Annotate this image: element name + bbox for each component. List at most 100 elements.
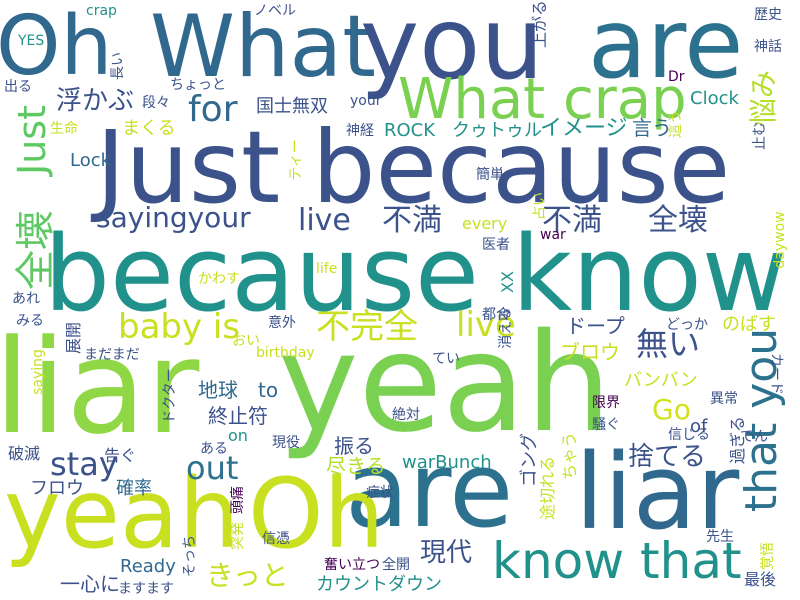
word-every: every (462, 214, 508, 233)
word-sawagu: 騒ぐ (592, 417, 620, 433)
word-nai: 無い (636, 325, 701, 363)
word-yes: YES (18, 33, 45, 49)
word-makuru: まくる (122, 118, 176, 139)
word-birthday: birthday (256, 345, 315, 361)
word-zenkai-left: 全壊 (13, 210, 59, 290)
word-masumasu: ますます (118, 581, 174, 597)
word-shinpyou: 信憑 (262, 531, 290, 547)
word-shoujou: 症状 (366, 485, 394, 501)
word-shuushifu: 終止符 (208, 404, 268, 428)
word-know-that: know that (492, 532, 742, 590)
word-ijou: 異常 (710, 391, 738, 407)
word-of: of (690, 416, 708, 437)
word-tenkai: 展開 (64, 321, 83, 355)
word-sayingyour: sayingyour (96, 201, 251, 234)
word-furou: フロウ (30, 478, 84, 499)
word-rock: ROCK (384, 120, 436, 141)
word-blow: ブロウ (560, 340, 620, 364)
word-togireru: 途切れる (538, 455, 557, 521)
word-warbunch: warBunch (402, 452, 492, 473)
word-are-top: are (588, 0, 744, 100)
word-clock: Clock (690, 88, 739, 109)
word-dr: Dr (668, 69, 685, 85)
word-ready: Ready (120, 556, 176, 577)
word-out: out (186, 449, 239, 487)
word-miru: みる (16, 313, 44, 329)
word-shinkei: 神経 (346, 123, 374, 139)
word-saying-small: saying (30, 349, 46, 395)
word-what-crap: What crap (398, 67, 687, 132)
word-live-2: live (456, 305, 516, 345)
word-baby-is: baby is (118, 307, 241, 347)
word-kitto: きっと (206, 559, 289, 592)
word-hametsu: 破滅 (8, 444, 41, 463)
word-are-bottom: are (345, 429, 514, 551)
word-countdown: カウントダウン (316, 574, 442, 595)
word-chotto: ちょっと (170, 77, 226, 93)
word-isha: 医者 (482, 237, 510, 253)
word-novel: ノベル (254, 3, 296, 19)
word-kawasu: かわす (198, 271, 240, 287)
word-uranai: 占い (532, 192, 548, 220)
word-tsugu: 告ぐ (104, 446, 137, 465)
word-zenkai-right: 全壊 (648, 203, 708, 238)
word-toppatsu: 突発 (230, 522, 246, 550)
word-kantan: 簡単 (476, 167, 504, 183)
word-war: war (540, 227, 566, 243)
word-doop: ドープ (566, 314, 625, 338)
word-go: Go (652, 393, 691, 426)
word-xx: XX (498, 271, 517, 293)
word-what-top: What (150, 0, 376, 97)
word-chau: ちゃう (560, 431, 579, 481)
word-image: イメージ (540, 116, 628, 141)
word-rekishi: 歴史 (754, 7, 782, 23)
word-crap-small: crap (86, 3, 117, 19)
word-cthulhu: クゥトゥル (452, 120, 542, 141)
word-kakuritsu: 確率 (116, 478, 152, 499)
word-fuman-1: 不満 (382, 203, 442, 238)
word-nobasu: のばす (722, 314, 776, 335)
word-doctor: ドクター (162, 368, 178, 424)
word-life: life (316, 261, 338, 277)
word-isshin: 一心に (60, 572, 120, 596)
word-sensei: 先生 (706, 529, 734, 545)
word-are-jp: あれ (12, 291, 40, 307)
word-zettai: 絶対 (392, 407, 420, 423)
word-shinjiru: 信じる (668, 427, 710, 443)
word-zutsuu: 頭痛 (230, 486, 246, 514)
word-hau: 這う (668, 110, 684, 138)
word-tomu: 止む (752, 122, 768, 150)
word-banban: バンバン (624, 370, 698, 391)
word-liar-right: liar (575, 431, 740, 553)
word-gendai: 現代 (420, 538, 473, 568)
word-card: カード (768, 353, 784, 395)
word-genkai: 限界 (592, 395, 620, 411)
word-aru: ある (200, 441, 228, 457)
word-tsugou: 都合 (482, 307, 510, 323)
word-suteru: 捨てる (628, 442, 707, 472)
word-nagai: 長い (110, 52, 126, 80)
word-gong: ゴング (519, 433, 540, 487)
word-to: to (258, 378, 279, 402)
word-oi: おい (232, 333, 260, 349)
word-yeah-main: yeah (278, 305, 612, 463)
word-tsukiru: 尽きる (326, 454, 386, 478)
word-oh-bottom: Oh (248, 458, 385, 570)
word-kakugo: 覚悟 (760, 542, 776, 570)
word-lock: Lock (70, 150, 112, 171)
word-nayami: 悩み (747, 69, 780, 127)
word-dandan: 段々 (142, 95, 170, 111)
word-genyaku: 現役 (272, 435, 300, 451)
word-furu: 振る (334, 434, 374, 458)
word-stay: stay (50, 445, 118, 483)
word-seimei: 生命 (50, 121, 78, 137)
word-just-because: Just because (96, 109, 731, 226)
word-because-know: because know (44, 213, 787, 335)
word-daywow: daywow (772, 211, 788, 269)
word-yeah-bottom: yeah (4, 458, 240, 570)
word-iu: 言う (632, 116, 672, 140)
word-fuman-2: 不満 (542, 203, 602, 238)
word-deru: 出る (4, 79, 32, 95)
word-tei: てい (432, 351, 460, 367)
word-oh-top: Oh (0, 0, 113, 94)
